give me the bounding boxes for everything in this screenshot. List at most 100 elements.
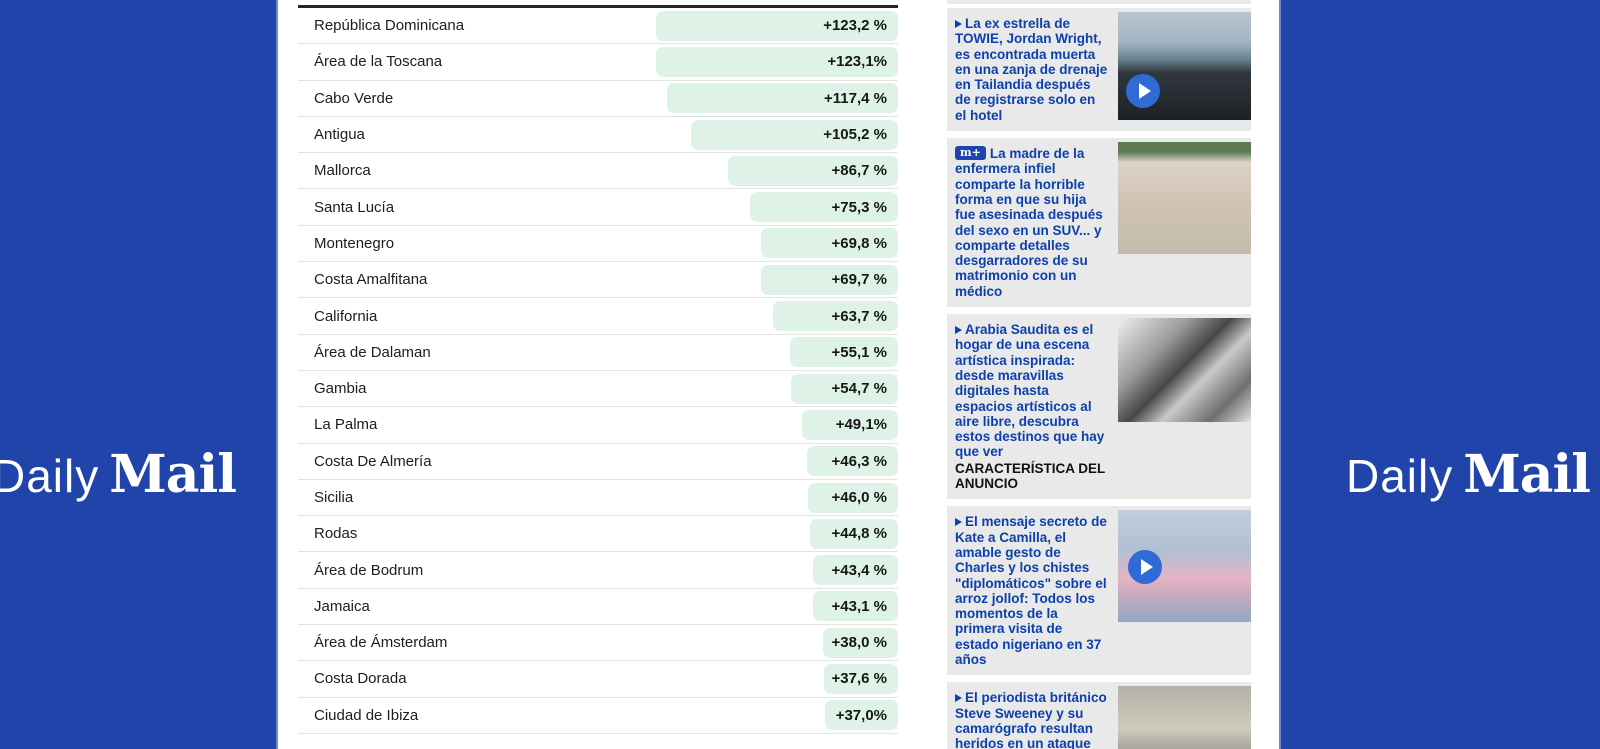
percentage-value-bar: +43,1 % (813, 591, 898, 622)
logo-mail-text: Mail (1463, 444, 1591, 505)
table-row: La Palma +49,1% (298, 407, 898, 444)
percentage-value-bar: +38,0 % (823, 627, 898, 658)
destination-label: Área de la Toscana (314, 53, 443, 71)
left-rail-background (0, 0, 278, 749)
headline-text: Arabia Saudita es el hogar de una escena… (955, 322, 1105, 460)
destination-label: Antigua (314, 126, 365, 144)
destination-label: Costa Dorada (314, 670, 407, 688)
percentage-value-bar: +105,2 % (691, 119, 898, 150)
headline-arrow-icon (955, 518, 962, 527)
table-row: Antigua +105,2 % (298, 117, 898, 154)
logo-mail-text: Mail (109, 444, 237, 505)
table-row: Área de Ámsterdam +38,0 % (298, 625, 898, 662)
percentage-value-bar: +37,6 % (824, 663, 898, 694)
percentage-value-bar: +44,8 % (810, 518, 898, 549)
dailymail-logo-left[interactable]: Daily Mail (0, 444, 237, 505)
advert-feature-label: CARACTERÍSTICA DEL ANUNCIO (955, 460, 1106, 492)
percentage-value-bar: +123,1% (656, 46, 898, 77)
destination-label: Mallorca (314, 162, 371, 180)
mother-with-children-photo[interactable] (1118, 142, 1251, 255)
table-row: Jamaica +43,1 % (298, 589, 898, 626)
table-row: República Dominicana +123,2 % (298, 8, 898, 45)
percentage-value-bar: +49,1% (802, 409, 898, 440)
destination-label: Ciudad de Ibiza (314, 706, 419, 724)
headline-text: La madre de la enfermera infiel comparte… (955, 146, 1103, 299)
article-headline[interactable]: m+ La madre de la enfermera infiel compar… (955, 146, 1109, 299)
destination-price-ranking-table: República Dominicana +123,2 % Área de la… (298, 5, 898, 734)
previous-article-edge (947, 0, 1251, 4)
headline-arrow-icon (955, 20, 962, 28)
percentage-value-bar: +37,0% (825, 700, 898, 731)
destination-label: Costa De Almería (314, 452, 432, 470)
table-row: Montenegro +69,8 % (298, 226, 898, 263)
destination-label: Jamaica (314, 597, 370, 615)
article-headline[interactable]: El mensaje secreto de Kate a Camilla, el… (955, 514, 1109, 667)
article-headline[interactable]: El periodista británico Steve Sweeney y … (955, 690, 1109, 749)
article-headline[interactable]: La ex estrella de TOWIE, Jordan Wright, … (955, 16, 1109, 123)
percentage-value-bar: +55,1 % (790, 337, 898, 368)
news-article-card[interactable]: El mensaje secreto de Kate a Camilla, el… (947, 506, 1251, 676)
news-article-list: La ex estrella de TOWIE, Jordan Wright, … (947, 8, 1251, 749)
percentage-value-bar: +43,4 % (813, 555, 898, 586)
headline-text: El periodista británico Steve Sweeney y … (955, 690, 1107, 749)
news-article-card[interactable]: Arabia Saudita es el hogar de una escena… (947, 314, 1251, 500)
table-row: Área de la Toscana +123,1% (298, 44, 898, 81)
table-row: Santa Lucía +75,3 % (298, 189, 898, 226)
table-row: Cabo Verde +117,4 % (298, 81, 898, 117)
percentage-value-bar: +69,8 % (761, 228, 898, 259)
press-reporter-rubble-video-thumbnail[interactable] (1118, 686, 1251, 749)
destination-label: Rodas (314, 525, 358, 543)
destination-label: Área de Dalaman (314, 343, 431, 361)
headline-arrow-icon (955, 326, 962, 335)
table-row: Costa De Almería +46,3 % (298, 444, 898, 480)
destination-label: Gambia (314, 380, 367, 398)
mail-plus-badge-icon: m+ (955, 146, 986, 161)
headline-text: El mensaje secreto de Kate a Camilla, el… (955, 514, 1107, 667)
table-row: Rodas +44,8 % (298, 516, 898, 553)
logo-daily-text: Daily (1346, 450, 1454, 502)
table-row: Sicilia +46,0 % (298, 480, 898, 517)
percentage-value-bar: +75,3 % (750, 192, 898, 223)
destination-label: Montenegro (314, 234, 395, 252)
percentage-value-bar: +54,7 % (791, 373, 898, 404)
table-row: Costa Dorada +37,6 % (298, 661, 898, 698)
table-row: Área de Dalaman +55,1 % (298, 335, 898, 371)
percentage-value-bar: +46,0 % (808, 482, 898, 513)
play-button-icon[interactable] (1128, 550, 1162, 585)
percentage-value-bar: +69,7 % (761, 264, 898, 295)
right-rail-background (1279, 0, 1600, 749)
table-row: Costa Amalfitana +69,7 % (298, 262, 898, 299)
destination-label: Área de Bodrum (314, 561, 424, 579)
table-row: Mallorca +86,7 % (298, 153, 898, 190)
pool-man-video-thumbnail[interactable] (1118, 12, 1251, 120)
percentage-value-bar: +123,2 % (656, 10, 898, 41)
ranking-table-body: República Dominicana +123,2 % Área de la… (298, 8, 898, 734)
headline-arrow-icon (955, 694, 962, 703)
destination-label: La Palma (314, 416, 378, 434)
table-row: California +63,7 % (298, 298, 898, 335)
dailymail-logo-right[interactable]: Daily Mail (1346, 444, 1591, 505)
percentage-value-bar: +63,7 % (773, 301, 898, 332)
percentage-value-bar: +46,3 % (807, 446, 898, 477)
play-button-icon[interactable] (1126, 74, 1160, 108)
percentage-value-bar: +117,4 % (667, 83, 898, 114)
destination-label: Área de Ámsterdam (314, 634, 448, 652)
destination-label: California (314, 307, 378, 325)
table-row: Área de Bodrum +43,4 % (298, 552, 898, 589)
destination-label: Costa Amalfitana (314, 271, 428, 289)
table-row: Ciudad de Ibiza +37,0% (298, 698, 898, 734)
destination-label: República Dominicana (314, 17, 465, 35)
news-article-card[interactable]: m+ La madre de la enfermera infiel compar… (947, 138, 1251, 308)
black-white-art-installation[interactable] (1118, 318, 1251, 423)
destination-label: Santa Lucía (314, 198, 395, 216)
table-top-border (298, 5, 898, 8)
logo-daily-text: Daily (0, 450, 100, 502)
news-article-card[interactable]: La ex estrella de TOWIE, Jordan Wright, … (947, 8, 1251, 132)
destination-label: Cabo Verde (314, 89, 394, 107)
article-headline[interactable]: Arabia Saudita es el hogar de una escena… (955, 322, 1109, 491)
percentage-value-bar: +86,7 % (728, 155, 898, 186)
destination-label: Sicilia (314, 489, 354, 506)
news-sidebar: La ex estrella de TOWIE, Jordan Wright, … (947, 0, 1251, 749)
news-article-card[interactable]: El periodista británico Steve Sweeney y … (947, 682, 1251, 749)
royals-kate-camilla-video-thumbnail[interactable] (1118, 510, 1251, 623)
